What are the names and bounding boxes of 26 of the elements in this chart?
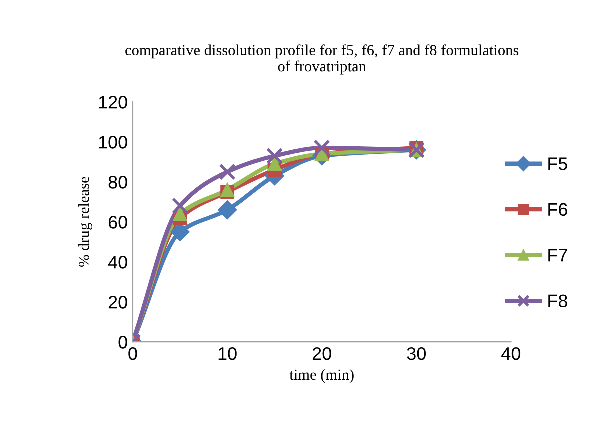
legend-label: F5 bbox=[548, 158, 568, 170]
x-tick-label: 20 bbox=[312, 347, 332, 360]
y-tick-label: 20 bbox=[108, 296, 128, 309]
x-tick-label: 10 bbox=[218, 347, 237, 360]
y-tick-label: 0 bbox=[118, 336, 128, 349]
x-tick-label: 40 bbox=[502, 347, 521, 360]
point bbox=[314, 140, 330, 156]
x-tick-label: 0 bbox=[128, 347, 138, 360]
y-tick-label: 40 bbox=[108, 256, 128, 269]
chart-title: comparative dissolution profile for f5, f6, f7 and f8 formulations of frovatriptan bbox=[126, 44, 519, 75]
legend-label: F7 bbox=[548, 249, 568, 262]
legend-label: F8 bbox=[548, 294, 568, 308]
point bbox=[266, 148, 284, 164]
point bbox=[268, 157, 282, 172]
point bbox=[219, 164, 236, 180]
y-tick-label: 60 bbox=[108, 216, 128, 229]
x-axis-title: time (min) bbox=[290, 369, 354, 384]
y-tick-label: 120 bbox=[99, 96, 128, 109]
x-tick-label: 30 bbox=[407, 347, 426, 360]
point bbox=[173, 207, 188, 222]
point bbox=[172, 198, 189, 214]
y-axis-title: % drug release bbox=[78, 177, 92, 267]
legend-label: F6 bbox=[548, 203, 568, 216]
y-tick-label: 80 bbox=[108, 176, 128, 189]
point bbox=[218, 200, 238, 220]
y-tick-label: 100 bbox=[99, 136, 128, 149]
